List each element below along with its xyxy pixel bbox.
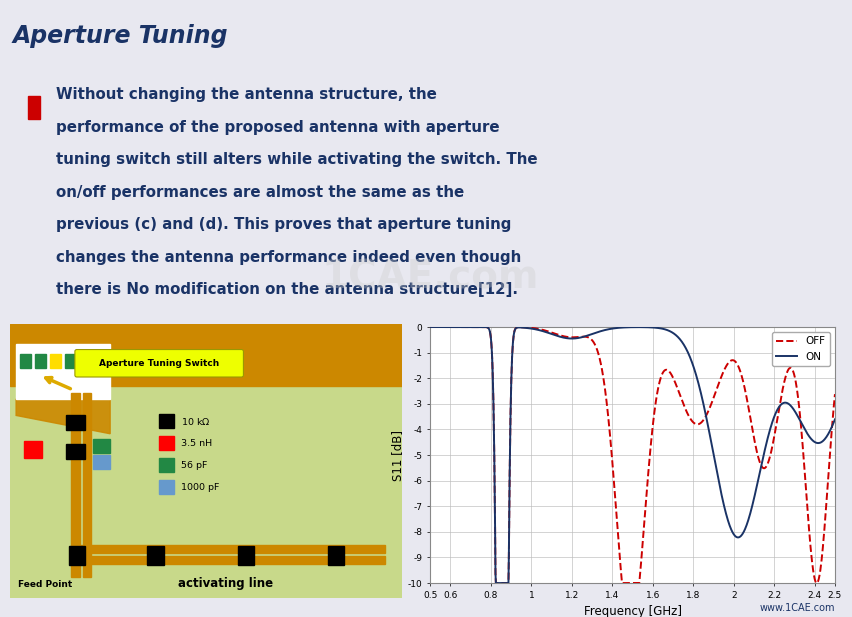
Bar <box>20 354 31 368</box>
ON <box>425 323 435 331</box>
OFF <box>466 323 476 331</box>
Text: Aperture Tuning: Aperture Tuning <box>13 23 228 48</box>
Text: 1000 pF: 1000 pF <box>181 482 219 492</box>
ON <box>741 523 751 530</box>
ON <box>590 329 600 337</box>
Bar <box>83 394 91 576</box>
Text: Feed Point: Feed Point <box>19 580 72 589</box>
OFF <box>741 392 751 399</box>
Text: on/off performances are almost the same as the: on/off performances are almost the same … <box>55 185 463 200</box>
Bar <box>10 386 402 598</box>
Bar <box>16 344 110 399</box>
Legend: OFF, ON: OFF, ON <box>772 332 830 366</box>
X-axis label: Frequency [GHz]: Frequency [GHz] <box>584 605 682 617</box>
Y-axis label: S11 [dB]: S11 [dB] <box>391 429 404 481</box>
Text: activating line: activating line <box>178 577 273 590</box>
Polygon shape <box>16 399 110 434</box>
Bar <box>159 458 174 472</box>
Bar <box>28 96 40 118</box>
Text: tuning switch still alters while activating the switch. The: tuning switch still alters while activat… <box>55 152 538 167</box>
Bar <box>24 441 42 458</box>
Text: www.1CAE.com: www.1CAE.com <box>759 603 835 613</box>
ON <box>748 497 758 504</box>
OFF <box>704 407 714 414</box>
Bar <box>94 439 110 453</box>
Bar <box>10 324 402 386</box>
Text: Without changing the antenna structure, the: Without changing the antenna structure, … <box>55 88 436 102</box>
Bar <box>71 545 384 553</box>
Bar <box>71 556 384 564</box>
OFF <box>748 432 758 439</box>
OFF <box>830 391 840 398</box>
Bar <box>66 444 85 460</box>
OFF <box>604 420 614 428</box>
Line: ON: ON <box>430 327 835 583</box>
OFF <box>425 323 435 331</box>
Text: 1CAE.com: 1CAE.com <box>321 259 539 297</box>
Bar <box>35 354 46 368</box>
Text: 56 pF: 56 pF <box>181 461 207 470</box>
FancyBboxPatch shape <box>75 350 244 377</box>
ON <box>466 323 476 331</box>
Text: Aperture Tuning Switch: Aperture Tuning Switch <box>99 359 219 368</box>
Bar <box>69 546 85 565</box>
Bar <box>159 415 174 428</box>
OFF <box>491 579 501 587</box>
Bar <box>71 394 79 576</box>
Bar <box>66 415 85 430</box>
Bar <box>147 546 164 565</box>
Bar <box>238 546 254 565</box>
Text: 3.5 nH: 3.5 nH <box>181 439 212 448</box>
Bar <box>94 455 110 468</box>
ON <box>491 579 501 587</box>
OFF <box>590 340 600 347</box>
Bar <box>49 354 60 368</box>
Bar <box>159 436 174 450</box>
Text: there is No modification on the antenna structure[12].: there is No modification on the antenna … <box>55 283 518 297</box>
Text: 10 k$\Omega$: 10 k$\Omega$ <box>181 416 210 427</box>
ON <box>604 326 614 333</box>
Text: changes the antenna performance indeed even though: changes the antenna performance indeed e… <box>55 250 521 265</box>
Text: previous (c) and (d). This proves that aperture tuning: previous (c) and (d). This proves that a… <box>55 217 511 233</box>
Bar <box>159 480 174 494</box>
ON <box>704 425 714 433</box>
Text: performance of the proposed antenna with aperture: performance of the proposed antenna with… <box>55 120 499 135</box>
ON <box>830 416 840 423</box>
Bar <box>328 546 344 565</box>
Bar <box>65 354 76 368</box>
Line: OFF: OFF <box>430 327 835 583</box>
